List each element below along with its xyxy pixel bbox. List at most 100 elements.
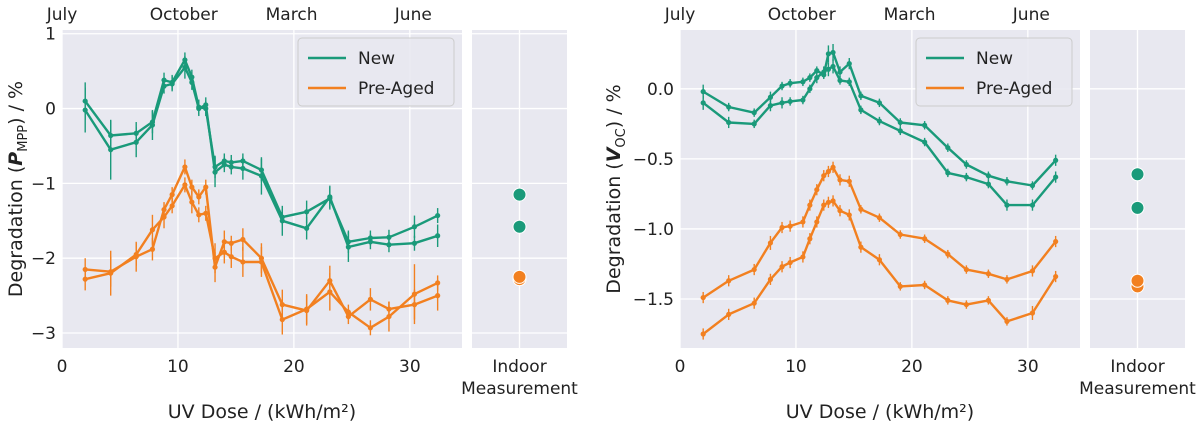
data-point bbox=[876, 215, 883, 221]
indoor-point-new bbox=[1130, 200, 1145, 215]
series-line bbox=[702, 51, 1057, 187]
data-point bbox=[367, 296, 374, 302]
data-point bbox=[807, 86, 813, 92]
data-point bbox=[821, 69, 827, 75]
data-point bbox=[435, 293, 441, 299]
data-point bbox=[304, 306, 310, 312]
data-point bbox=[825, 51, 832, 57]
data-point bbox=[751, 266, 757, 273]
data-point bbox=[108, 147, 114, 153]
data-point bbox=[945, 297, 951, 303]
month-label: October bbox=[768, 5, 836, 25]
data-point bbox=[367, 239, 374, 245]
indoor-point-preaged bbox=[1130, 273, 1145, 288]
legend: New Pre-Aged bbox=[297, 37, 455, 107]
data-point bbox=[149, 227, 156, 233]
data-point bbox=[814, 75, 820, 81]
y-tick-label: 0 bbox=[45, 100, 56, 120]
data-point bbox=[922, 139, 928, 145]
data-point bbox=[825, 168, 832, 175]
y-axis-label: Degradation (VOC) / % bbox=[603, 84, 629, 293]
x-tick-label: 10 bbox=[167, 357, 189, 377]
data-point bbox=[814, 187, 820, 193]
data-point bbox=[787, 223, 793, 229]
data-point bbox=[304, 209, 310, 215]
data-point bbox=[367, 325, 374, 331]
data-point bbox=[945, 251, 951, 257]
data-point bbox=[228, 164, 234, 170]
data-point bbox=[814, 68, 820, 74]
data-point bbox=[963, 174, 969, 180]
data-point bbox=[767, 103, 774, 109]
data-point bbox=[1053, 174, 1059, 180]
data-point bbox=[169, 81, 175, 87]
data-point bbox=[386, 242, 392, 248]
data-point bbox=[240, 236, 246, 243]
indoor-label-line1: Indoor bbox=[492, 357, 546, 377]
data-point bbox=[279, 218, 285, 224]
data-point bbox=[876, 100, 883, 106]
legend-label: New bbox=[976, 49, 1013, 69]
data-point bbox=[700, 100, 706, 106]
data-point bbox=[108, 270, 114, 276]
series-preaged-2 bbox=[700, 161, 1059, 304]
data-point bbox=[169, 192, 175, 198]
data-point bbox=[779, 83, 785, 89]
month-label: June bbox=[394, 5, 432, 25]
data-point bbox=[825, 199, 832, 205]
series-line bbox=[702, 199, 1057, 335]
data-point bbox=[203, 184, 209, 190]
data-point bbox=[1053, 238, 1059, 245]
data-point bbox=[169, 203, 175, 209]
data-point bbox=[304, 225, 310, 231]
data-point bbox=[897, 119, 903, 126]
data-point bbox=[858, 107, 864, 113]
data-point bbox=[212, 255, 218, 261]
data-point bbox=[196, 212, 202, 218]
y-axis-label: Degradation (PMPP) / % bbox=[5, 81, 31, 297]
legend-label: New bbox=[358, 49, 395, 69]
x-axis-label: UV Dose / (kWh/m²) bbox=[786, 401, 974, 423]
data-point bbox=[189, 79, 195, 85]
data-point bbox=[779, 224, 785, 231]
data-point bbox=[182, 182, 188, 188]
data-point bbox=[837, 77, 843, 84]
data-point bbox=[821, 202, 827, 208]
data-point bbox=[830, 198, 836, 204]
data-point bbox=[821, 173, 827, 179]
data-point bbox=[846, 79, 852, 85]
data-point bbox=[800, 254, 806, 260]
x-axis-label: UV Dose / (kWh/m²) bbox=[168, 401, 356, 423]
data-point bbox=[726, 311, 732, 317]
series-preaged-3 bbox=[82, 177, 441, 336]
indoor-label-line1: Indoor bbox=[1110, 357, 1164, 377]
y-tick-label: 1 bbox=[45, 25, 56, 45]
indoor-point-preaged bbox=[512, 269, 527, 284]
data-point bbox=[700, 89, 706, 95]
data-point bbox=[189, 199, 195, 205]
data-point bbox=[1029, 310, 1036, 316]
data-point bbox=[327, 194, 333, 200]
data-point bbox=[945, 170, 951, 176]
y-tick-label: 0.0 bbox=[647, 80, 674, 100]
data-point bbox=[751, 300, 757, 306]
data-point bbox=[800, 219, 806, 225]
data-point bbox=[196, 194, 202, 200]
y-tick-label: −1.5 bbox=[633, 290, 674, 310]
x-tick-label: 30 bbox=[399, 357, 421, 377]
data-point bbox=[922, 282, 928, 288]
data-point bbox=[1029, 182, 1036, 189]
data-point bbox=[787, 98, 793, 105]
month-label: June bbox=[1012, 5, 1050, 25]
panel-2: 0 10 20 30 0.0 −0.5 −1.0 −1.5 July October March Ju… bbox=[603, 5, 1196, 423]
legend-label: Pre-Aged bbox=[358, 79, 434, 99]
indoor-point-new bbox=[512, 187, 527, 202]
data-point bbox=[700, 331, 706, 337]
data-point bbox=[161, 214, 167, 220]
data-point bbox=[767, 276, 774, 282]
indoor-point-new bbox=[1130, 167, 1145, 182]
y-tick-label: −3 bbox=[31, 324, 56, 344]
month-label: July bbox=[46, 5, 78, 25]
series-line bbox=[702, 166, 1057, 299]
